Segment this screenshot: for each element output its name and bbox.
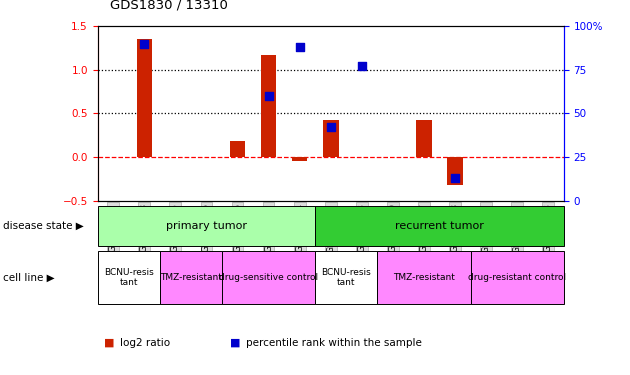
Bar: [230, 141, 245, 157]
Text: drug-sensitive control: drug-sensitive control: [219, 273, 318, 282]
Bar: [323, 120, 338, 157]
Bar: [261, 55, 277, 157]
Text: disease state ▶: disease state ▶: [3, 221, 84, 231]
Text: GDS1830 / 13310: GDS1830 / 13310: [110, 0, 228, 11]
Text: BCNU-resis
tant: BCNU-resis tant: [104, 268, 154, 287]
Bar: [292, 157, 307, 161]
Text: primary tumor: primary tumor: [166, 221, 247, 231]
Bar: [137, 39, 152, 157]
Text: recurrent tumor: recurrent tumor: [395, 221, 484, 231]
Text: cell line ▶: cell line ▶: [3, 273, 55, 282]
Text: percentile rank within the sample: percentile rank within the sample: [246, 338, 421, 348]
Point: [450, 175, 460, 181]
Point: [295, 44, 305, 50]
Point: [357, 63, 367, 69]
Point: [139, 41, 149, 47]
Bar: [416, 120, 432, 157]
Text: BCNU-resis
tant: BCNU-resis tant: [321, 268, 371, 287]
Bar: [447, 157, 463, 185]
Text: drug-resistant control: drug-resistant control: [468, 273, 566, 282]
Text: TMZ-resistant: TMZ-resistant: [160, 273, 222, 282]
Point: [263, 93, 273, 99]
Text: TMZ-resistant: TMZ-resistant: [393, 273, 455, 282]
Text: ■: ■: [104, 338, 115, 348]
Text: ■: ■: [230, 338, 241, 348]
Text: log2 ratio: log2 ratio: [120, 338, 170, 348]
Point: [326, 124, 336, 130]
